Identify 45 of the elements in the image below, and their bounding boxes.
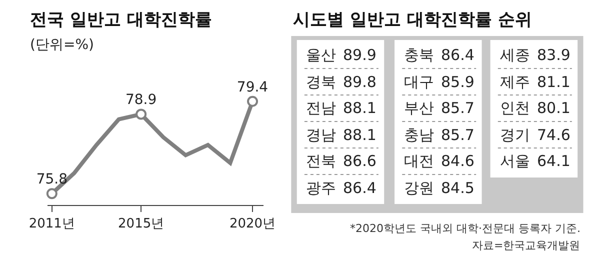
category-label: 광주 [306, 179, 336, 197]
category-label: 대전 [404, 152, 434, 170]
data-label: 89.9 [343, 46, 376, 64]
text: *2020학년도 국내외 대학·전문대 등록자 기준. [350, 222, 580, 235]
category-label: 강원 [404, 179, 434, 197]
chart-title: 전국 일반고 대학진학률 [30, 10, 212, 30]
category-label: 경북 [306, 73, 336, 91]
category-label: 경기 [500, 126, 530, 144]
category-label: 서울 [500, 152, 530, 170]
category-label: 세종 [500, 46, 530, 64]
data-label: 78.9 [125, 92, 157, 108]
data-label: 79.4 [236, 79, 268, 96]
data-label: 64.1 [537, 152, 570, 170]
data-label: 84.6 [441, 152, 474, 170]
category-label: 충남 [404, 126, 434, 144]
data-label: 85.9 [441, 73, 474, 91]
chart-subtitle: (단위=%) [30, 37, 94, 53]
data-label: 88.1 [343, 126, 376, 144]
category-label: 인천 [500, 99, 530, 117]
data-label: 83.9 [537, 46, 570, 64]
data-label: 86.6 [343, 152, 376, 170]
data-label: 80.1 [537, 99, 570, 117]
x-tick-label: 2020년 [229, 216, 276, 232]
text: 시도별 일반고 대학진학률 순위 [293, 10, 532, 30]
data-label: 88.1 [343, 99, 376, 117]
category-label: 울산 [306, 46, 336, 64]
category-label: 경남 [306, 126, 336, 144]
data-label: 84.5 [441, 179, 474, 197]
text: 자료=한국교육개발원 [472, 239, 580, 252]
data-label: 89.8 [343, 73, 376, 91]
x-tick-label: 2011년 [28, 216, 75, 232]
category-label: 충북 [404, 46, 434, 64]
x-tick-label: 2015년 [118, 216, 164, 232]
category-label: 제주 [500, 73, 530, 91]
data-label: 75.8 [36, 172, 68, 188]
category-label: 전북 [306, 152, 336, 170]
category-label: 전남 [306, 99, 336, 117]
data-label: 85.7 [441, 99, 474, 117]
category-label: 부산 [404, 99, 434, 117]
data-label: 81.1 [537, 73, 570, 91]
data-label: 86.4 [343, 179, 376, 197]
data-label: 74.6 [537, 126, 570, 144]
category-label: 대구 [404, 73, 434, 91]
data-label: 86.4 [441, 46, 474, 64]
data-label: 85.7 [441, 126, 474, 144]
